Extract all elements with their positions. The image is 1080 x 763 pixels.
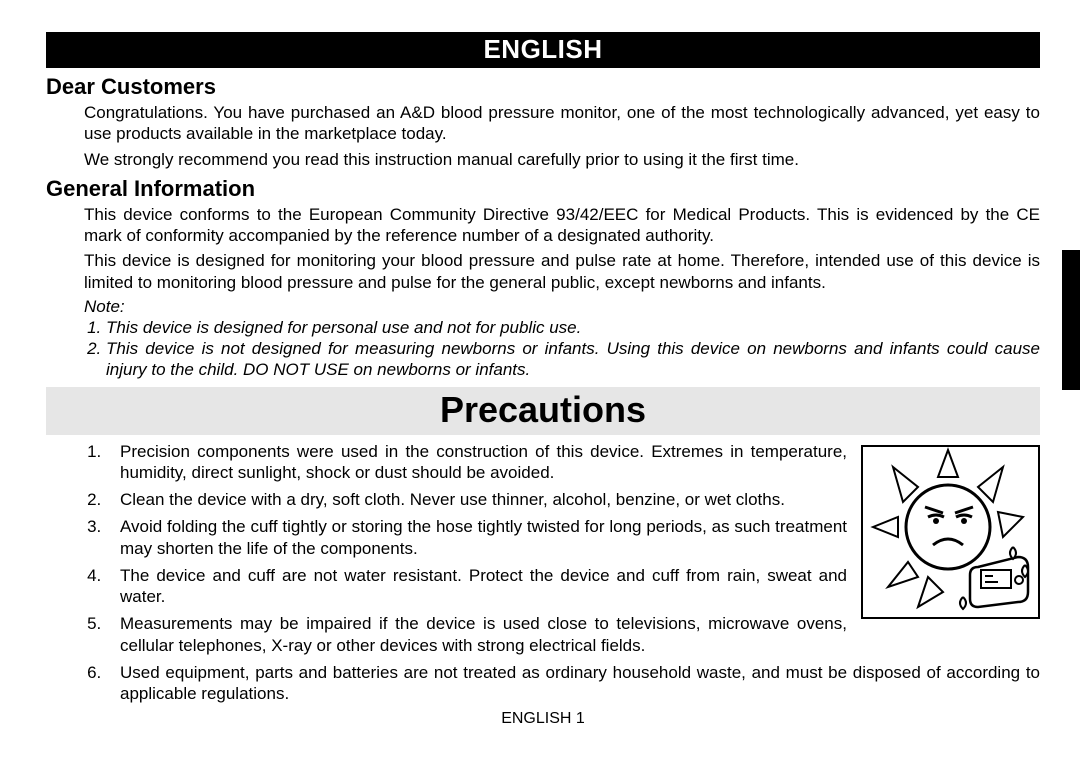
precautions-title: Precautions — [46, 387, 1040, 435]
language-bar: ENGLISH — [46, 32, 1040, 68]
manual-page: ENGLISH Dear Customers Congratulations. … — [0, 0, 1080, 763]
precaution-item-4: The device and cuff are not water resist… — [106, 565, 847, 608]
precautions-text-col: Precision components were used in the co… — [46, 441, 847, 662]
dear-paragraph-2: We strongly recommend you read this inst… — [84, 149, 1040, 170]
general-info-heading: General Information — [46, 176, 1040, 202]
precautions-list-bottom: Used equipment, parts and batteries are … — [46, 662, 1040, 705]
general-paragraph-2: This device is designed for monitoring y… — [84, 250, 1040, 293]
note-item-1: This device is designed for personal use… — [106, 317, 1040, 338]
precautions-row: Precision components were used in the co… — [46, 441, 1040, 662]
side-index-tab — [1062, 250, 1080, 390]
sun-device-illustration — [861, 445, 1040, 619]
precaution-item-3: Avoid folding the cuff tightly or storin… — [106, 516, 847, 559]
page-footer: ENGLISH 1 — [46, 710, 1040, 728]
precaution-item-5: Measurements may be impaired if the devi… — [106, 613, 847, 656]
precaution-item-2: Clean the device with a dry, soft cloth.… — [106, 489, 847, 510]
precaution-item-1: Precision components were used in the co… — [106, 441, 847, 484]
precaution-item-6: Used equipment, parts and batteries are … — [106, 662, 1040, 705]
dear-customers-heading: Dear Customers — [46, 74, 1040, 100]
general-paragraph-1: This device conforms to the European Com… — [84, 204, 1040, 247]
note-label: Note: — [84, 297, 1040, 317]
note-item-2: This device is not designed for measurin… — [106, 338, 1040, 381]
precautions-list-top: Precision components were used in the co… — [46, 441, 847, 656]
note-list: This device is designed for personal use… — [84, 317, 1040, 381]
dear-paragraph-1: Congratulations. You have purchased an A… — [84, 102, 1040, 145]
